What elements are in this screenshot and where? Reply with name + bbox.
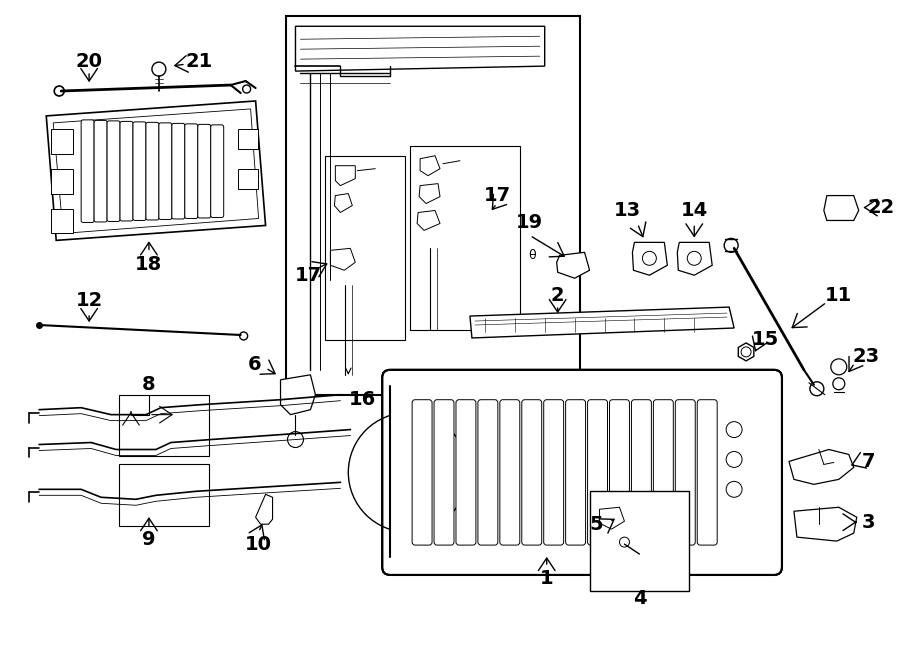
Polygon shape [295,26,544,71]
FancyBboxPatch shape [120,122,133,221]
Polygon shape [633,243,667,275]
FancyBboxPatch shape [500,400,520,545]
FancyBboxPatch shape [51,129,73,154]
Text: 6: 6 [248,356,261,374]
Bar [119,395,209,457]
Polygon shape [417,210,440,231]
Text: 19: 19 [517,213,544,232]
FancyBboxPatch shape [51,169,73,194]
FancyBboxPatch shape [238,169,257,188]
Bar [391,378,435,567]
Polygon shape [256,494,273,524]
FancyBboxPatch shape [184,124,198,219]
Text: 13: 13 [614,201,641,220]
Polygon shape [281,375,315,414]
Polygon shape [599,507,625,529]
Polygon shape [794,507,857,541]
Text: 4: 4 [633,590,646,608]
Text: 21: 21 [185,52,212,71]
FancyBboxPatch shape [632,400,652,545]
Polygon shape [46,101,266,241]
FancyBboxPatch shape [588,400,608,545]
FancyBboxPatch shape [412,400,432,545]
FancyBboxPatch shape [198,124,211,218]
FancyBboxPatch shape [94,120,107,222]
Polygon shape [419,184,440,204]
FancyBboxPatch shape [434,400,454,545]
FancyBboxPatch shape [107,121,120,221]
FancyBboxPatch shape [456,400,476,545]
FancyBboxPatch shape [172,124,184,219]
FancyBboxPatch shape [565,400,586,545]
FancyBboxPatch shape [159,123,172,219]
Text: 11: 11 [825,286,852,305]
Text: 17: 17 [295,266,322,285]
Text: 14: 14 [680,201,708,220]
FancyBboxPatch shape [653,400,673,545]
Text: 18: 18 [135,254,163,274]
Text: 20: 20 [76,52,103,71]
Text: 16: 16 [348,390,376,409]
FancyBboxPatch shape [382,370,782,575]
Text: 10: 10 [245,535,272,554]
Polygon shape [335,194,352,212]
FancyBboxPatch shape [146,122,159,220]
Text: θ: θ [528,249,536,262]
FancyBboxPatch shape [238,129,257,149]
Polygon shape [470,307,734,338]
FancyBboxPatch shape [211,125,224,217]
Polygon shape [336,166,356,186]
Bar [119,465,209,526]
Polygon shape [557,253,590,278]
Text: 2: 2 [551,286,564,305]
Bar [285,17,580,395]
Bar [326,156,405,340]
Text: 15: 15 [752,330,778,350]
Polygon shape [789,449,854,485]
FancyBboxPatch shape [478,400,498,545]
Text: 1: 1 [540,570,554,588]
Text: 9: 9 [142,529,156,549]
Text: 22: 22 [867,198,895,217]
FancyBboxPatch shape [609,400,629,545]
Polygon shape [53,109,258,233]
Text: 23: 23 [852,348,879,366]
FancyBboxPatch shape [544,400,563,545]
FancyBboxPatch shape [698,400,717,545]
Text: 5: 5 [590,515,603,533]
Text: 8: 8 [142,375,156,394]
Text: 17: 17 [484,186,511,205]
FancyBboxPatch shape [675,400,695,545]
Text: 12: 12 [76,291,103,309]
FancyBboxPatch shape [51,208,73,233]
Bar [590,491,689,591]
FancyBboxPatch shape [522,400,542,545]
Polygon shape [738,343,754,361]
Text: 7: 7 [862,452,876,471]
Bar [410,146,520,330]
Polygon shape [678,243,712,275]
Text: 3: 3 [862,513,876,531]
Polygon shape [824,196,859,221]
FancyBboxPatch shape [81,120,94,223]
Polygon shape [330,249,356,270]
FancyBboxPatch shape [133,122,146,221]
Polygon shape [420,156,440,176]
